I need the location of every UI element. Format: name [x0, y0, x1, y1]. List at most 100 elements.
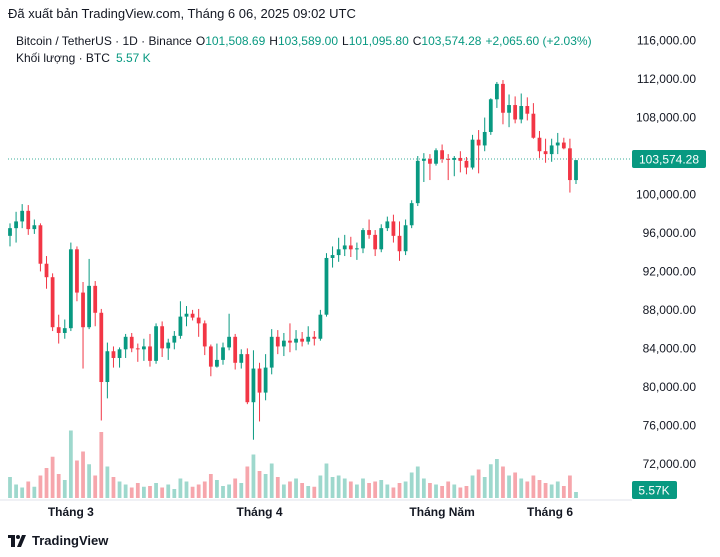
candle-body: [117, 349, 122, 358]
candle-body: [190, 313, 195, 318]
candle-body: [208, 346, 213, 367]
volume-bar: [38, 475, 43, 498]
candle-body: [251, 368, 256, 403]
candle-body: [336, 249, 341, 256]
candle-body: [574, 160, 578, 181]
candle-body: [373, 234, 378, 250]
volume-bar: [391, 487, 396, 498]
volume-bar: [300, 483, 305, 498]
volume-bar: [56, 474, 61, 498]
candle-body: [20, 210, 25, 222]
volume-bar: [288, 481, 292, 498]
legend: Bitcoin / TetherUS · 1D · Binance O 101,…: [16, 33, 592, 67]
volume-bar: [208, 474, 213, 498]
volume-bar: [68, 430, 73, 498]
candle-body: [470, 139, 475, 168]
volume-bar: [409, 472, 414, 498]
price-tick-label: 116,000.00: [637, 34, 696, 48]
volume-bar: [227, 484, 231, 498]
candle-body: [184, 313, 189, 317]
candle-body: [123, 336, 128, 350]
candle-body: [202, 323, 207, 347]
volume-bar: [421, 478, 426, 498]
symbol-title[interactable]: Bitcoin / TetherUS · 1D · Binance: [16, 34, 192, 48]
candle-body: [312, 336, 317, 339]
candle-body: [129, 336, 134, 349]
candle-body: [355, 248, 359, 250]
candle-body: [196, 317, 201, 324]
volume-bar: [105, 466, 110, 498]
legend-volume-row: Khối lượng · BTC 5.57 K: [16, 50, 592, 67]
price-tick-label: 100,000.00: [636, 187, 696, 201]
candle-body: [178, 316, 183, 336]
volume-bar: [263, 474, 268, 498]
price-axis[interactable]: 116,000.00112,000.00108,000.00104,000.00…: [636, 34, 696, 471]
volume-bar: [428, 483, 432, 498]
candle-body: [294, 338, 298, 343]
candle-body: [269, 336, 274, 368]
candle-body: [62, 328, 67, 333]
volume-bars: [8, 430, 578, 498]
volume-bar: [543, 483, 548, 498]
candle-body: [68, 249, 73, 329]
candle-body: [8, 228, 12, 236]
published-header: Đã xuất bản TradingView.com, Tháng 6 06,…: [8, 6, 356, 21]
volume-bar: [336, 475, 341, 498]
volume-bar: [196, 484, 201, 498]
price-tick-label: 96,000.00: [643, 226, 697, 240]
volume-bar: [75, 460, 79, 498]
volume-bar: [62, 480, 67, 498]
volume-bar: [245, 466, 250, 498]
volume-bar: [568, 475, 572, 498]
volume-bar: [549, 484, 554, 498]
volume-bar: [452, 484, 457, 498]
candle-body: [513, 105, 518, 120]
candle-body: [93, 285, 98, 313]
volume-bar: [215, 480, 219, 498]
volume-bar: [129, 487, 134, 498]
volume-bar: [464, 486, 469, 498]
candle-body: [142, 346, 146, 350]
volume-label[interactable]: Khối lượng · BTC: [16, 51, 110, 65]
volume-bar: [434, 484, 438, 498]
candle-body: [99, 312, 104, 383]
volume-bar: [87, 464, 92, 498]
volume-bar: [123, 484, 128, 498]
candle-body: [318, 314, 323, 339]
volume-bar: [294, 478, 298, 498]
candle-body: [215, 359, 219, 367]
volume-bar: [482, 477, 487, 498]
candle-body: [154, 326, 158, 361]
candle-body: [482, 131, 487, 146]
tradingview-logo-icon[interactable]: [8, 534, 26, 547]
time-axis[interactable]: Tháng 3 Tháng 4 Tháng Năm Tháng 6: [48, 505, 573, 519]
volume-bar: [202, 481, 207, 498]
price-tick-label: 108,000.00: [636, 111, 696, 125]
volume-bar: [8, 477, 12, 498]
candle-body: [543, 151, 548, 155]
volume-bar: [275, 477, 280, 498]
volume-bar: [507, 475, 511, 498]
volume-bar: [531, 475, 536, 498]
candle-body: [288, 340, 292, 343]
volume-bar: [154, 483, 158, 498]
candle-body: [440, 150, 444, 159]
candle-body: [434, 150, 438, 164]
volume-bar: [494, 459, 499, 498]
candle-body: [14, 221, 18, 229]
high-label: H: [269, 34, 278, 48]
candle-body: [531, 113, 536, 138]
candle-body: [38, 225, 43, 264]
volume-bar: [555, 481, 560, 498]
time-tick-label: Tháng 6: [527, 505, 573, 519]
close-label: C: [412, 34, 422, 48]
candle-body: [160, 326, 165, 349]
volume-bar: [355, 484, 359, 498]
candle-body: [391, 221, 396, 236]
volume-bar: [93, 475, 98, 498]
candle-body: [519, 106, 524, 120]
volume-bar: [166, 484, 171, 498]
brand-name[interactable]: TradingView: [32, 533, 109, 548]
volume-bar: [281, 484, 286, 498]
